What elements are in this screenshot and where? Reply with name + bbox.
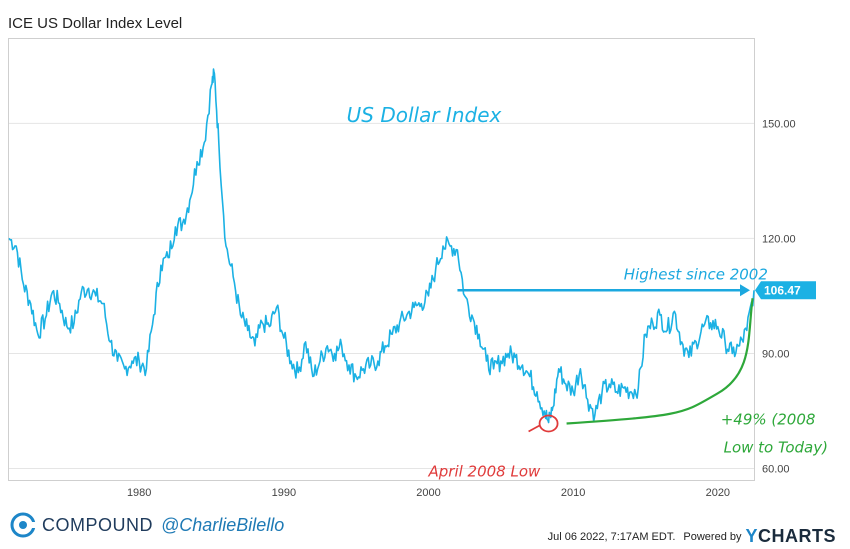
y-axis-ticks: 60.00 90.00 120.00 150.00 bbox=[762, 118, 796, 475]
dollar-index-line[interactable] bbox=[8, 68, 755, 424]
last-value-badge: 106.47 bbox=[755, 281, 816, 300]
gridlines bbox=[9, 122, 754, 469]
x-tick-label: 2000 bbox=[416, 487, 440, 499]
x-tick-label: 1980 bbox=[127, 487, 151, 499]
last-value-label: 106.47 bbox=[764, 283, 801, 297]
april-2008-low-circle bbox=[538, 414, 559, 433]
y-tick-label: 150.00 bbox=[762, 118, 796, 130]
y-tick-label: 60.00 bbox=[762, 463, 790, 475]
chart-title: US Dollar Index bbox=[347, 103, 502, 127]
y-tick-label: 120.00 bbox=[762, 233, 796, 245]
x-tick-label: 2020 bbox=[706, 487, 730, 499]
annotation-april-2008-low: April 2008 Low bbox=[428, 463, 542, 481]
twitter-handle[interactable]: @CharlieBilello bbox=[161, 514, 285, 535]
powered-by-label: Powered by bbox=[683, 530, 742, 543]
plot-frame bbox=[8, 38, 755, 481]
chart-page-title: ICE US Dollar Index Level bbox=[8, 15, 183, 32]
ycharts-logo[interactable]: YCHARTS bbox=[745, 526, 836, 546]
timestamp: Jul 06 2022, 7:17AM EDT. bbox=[547, 530, 676, 543]
compound-logo-icon bbox=[10, 512, 36, 538]
x-tick-label: 2010 bbox=[561, 487, 585, 499]
annotation-gain-line-1: +49% (2008 bbox=[721, 411, 816, 429]
x-tick-label: 1990 bbox=[272, 487, 296, 499]
footer-attribution: Jul 06 2022, 7:17AM EDT. Powered by YCHA… bbox=[548, 526, 836, 547]
highest-arrow-head bbox=[740, 284, 750, 297]
april-2008-low-pointer bbox=[528, 424, 541, 433]
annotation-highest-since-2002: Highest since 2002 bbox=[624, 265, 768, 283]
y-tick-label: 90.00 bbox=[762, 348, 790, 360]
x-axis-ticks: 1980 1990 2000 2010 2020 bbox=[127, 487, 730, 499]
annotation-gain-line-2: Low to Today) bbox=[724, 438, 828, 456]
gain-curve bbox=[566, 298, 754, 425]
footer-brand: COMPOUND @CharlieBilello bbox=[10, 512, 284, 538]
compound-brand: COMPOUND bbox=[42, 514, 153, 535]
